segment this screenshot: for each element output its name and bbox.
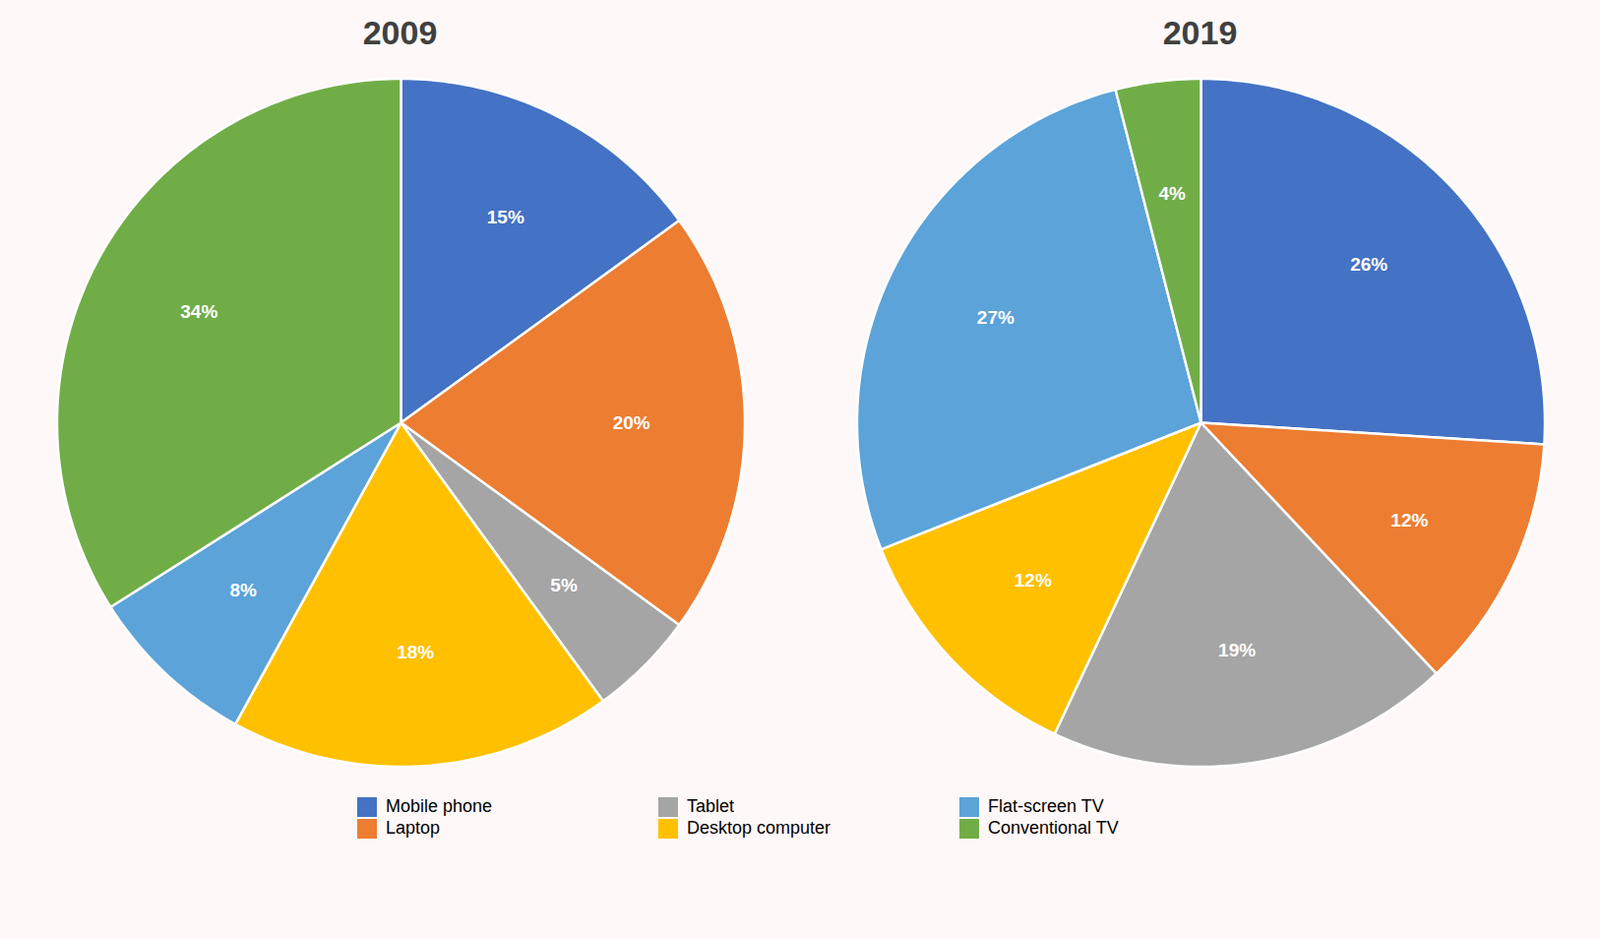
html-text:2009: 2009 (362, 13, 438, 52)
svg-text:20%: 20% (612, 412, 650, 433)
html-text:2019: 2019 (1162, 13, 1238, 52)
svg-text:8%: 8% (229, 579, 257, 601)
html-text:Desktop computer: Desktop computer (686, 817, 831, 838)
svg-text:5%: 5% (550, 574, 578, 596)
svg-text:19%: 19% (1218, 639, 1256, 661)
html-text:Flat-screen TV: Flat-screen TV (987, 796, 1104, 816)
svg-text:18%: 18% (396, 641, 434, 663)
html-text:Laptop: Laptop (385, 817, 440, 838)
svg-text:15%: 15% (486, 206, 524, 228)
svg-text:27%: 27% (976, 307, 1014, 328)
html-text:Mobile phone: Mobile phone (385, 796, 493, 816)
html-text:Tablet: Tablet (686, 796, 735, 816)
svg-text:26%: 26% (1350, 253, 1388, 275)
html-text:Conventional TV: Conventional TV (987, 817, 1119, 838)
svg-text:12%: 12% (1013, 569, 1051, 591)
svg-text:34%: 34% (180, 301, 218, 322)
svg-text:4%: 4% (1158, 183, 1186, 204)
svg-text:12%: 12% (1390, 509, 1428, 531)
